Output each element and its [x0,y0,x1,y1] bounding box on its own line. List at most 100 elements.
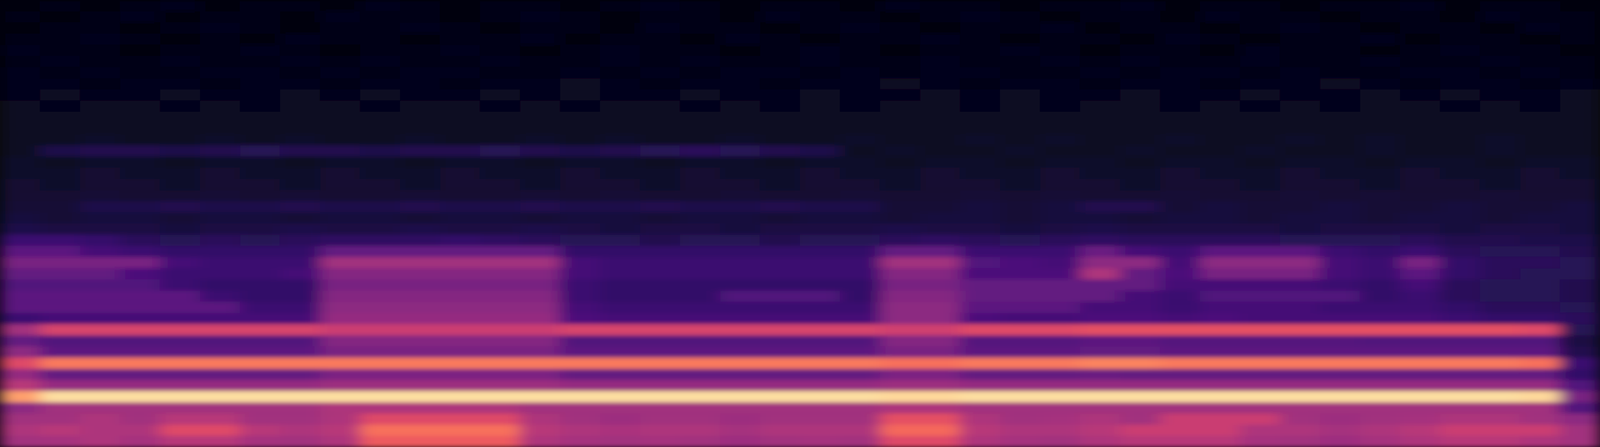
cell [600,123,641,135]
cell [960,0,1001,12]
cell [200,123,241,135]
cell [1519,55,1561,68]
cell [1239,323,1281,336]
cell [639,435,681,447]
cell [719,279,761,291]
cell [1360,78,1401,90]
cell [239,156,281,168]
cell [400,301,441,314]
cell [1239,111,1281,124]
cell [919,323,961,336]
cell [760,156,801,168]
cell [319,245,361,258]
cell [319,11,361,23]
cell [1360,179,1401,191]
cell [1039,100,1081,112]
cell [1560,67,1600,79]
cell [1280,335,1321,347]
cell [1280,257,1321,269]
cell [1080,369,1121,381]
plot-background [0,0,1600,447]
cell [800,335,841,347]
cell [919,89,961,102]
cell [1239,33,1281,46]
cell [1560,44,1600,56]
cell [960,89,1001,102]
cell [639,245,681,258]
cell [1360,424,1401,437]
cell [119,435,161,447]
cell [1480,33,1521,46]
cell [519,33,561,46]
cell [1080,189,1121,202]
cell [400,167,441,180]
cell [1360,413,1401,425]
cell [960,313,1001,325]
cell [119,402,161,415]
cell [39,167,81,180]
cell [1080,22,1121,34]
cell [1360,167,1401,180]
cell [1400,0,1441,12]
cell [80,357,121,370]
cell [39,134,81,146]
cell [360,290,401,303]
cell [160,391,201,403]
cell [280,245,321,258]
cell [680,379,721,392]
cell [119,55,161,68]
cell [439,33,481,46]
cell [1039,123,1081,135]
cell [680,201,721,213]
cell [400,33,441,46]
cell [360,44,401,56]
cell [1439,100,1481,112]
cell [39,346,81,359]
cell [800,156,841,168]
cell [280,402,321,415]
cell [639,22,681,34]
cell [0,100,41,112]
cell [880,145,921,157]
cell [39,78,81,90]
cell [1319,402,1361,415]
cell [1560,22,1600,34]
cell [1239,100,1281,112]
cell [80,290,121,303]
cell [919,313,961,325]
cells [0,0,1600,447]
cell [1319,346,1361,359]
cell [1280,145,1321,157]
cell [1080,156,1121,168]
cell [1119,33,1161,46]
cell [719,235,761,247]
cell [760,201,801,213]
cell [1080,145,1121,157]
cell [239,301,281,314]
cell [1239,22,1281,34]
cell [600,435,641,447]
cell [1480,424,1521,437]
cell [880,189,921,202]
cell [880,391,921,403]
cell [760,245,801,258]
cell [560,78,601,90]
cell [1560,413,1600,425]
cell [439,323,481,336]
cell [1480,413,1521,425]
cell [1319,111,1361,124]
cell [80,78,121,90]
cell [1439,402,1481,415]
cell [160,313,201,325]
cell [560,100,601,112]
cell [1319,89,1361,102]
cell [319,424,361,437]
cell [839,156,881,168]
cell [319,0,361,12]
cell [839,167,881,180]
cell [1400,301,1441,314]
cell [639,123,681,135]
cell [800,89,841,102]
cell [960,67,1001,79]
cell [1280,189,1321,202]
